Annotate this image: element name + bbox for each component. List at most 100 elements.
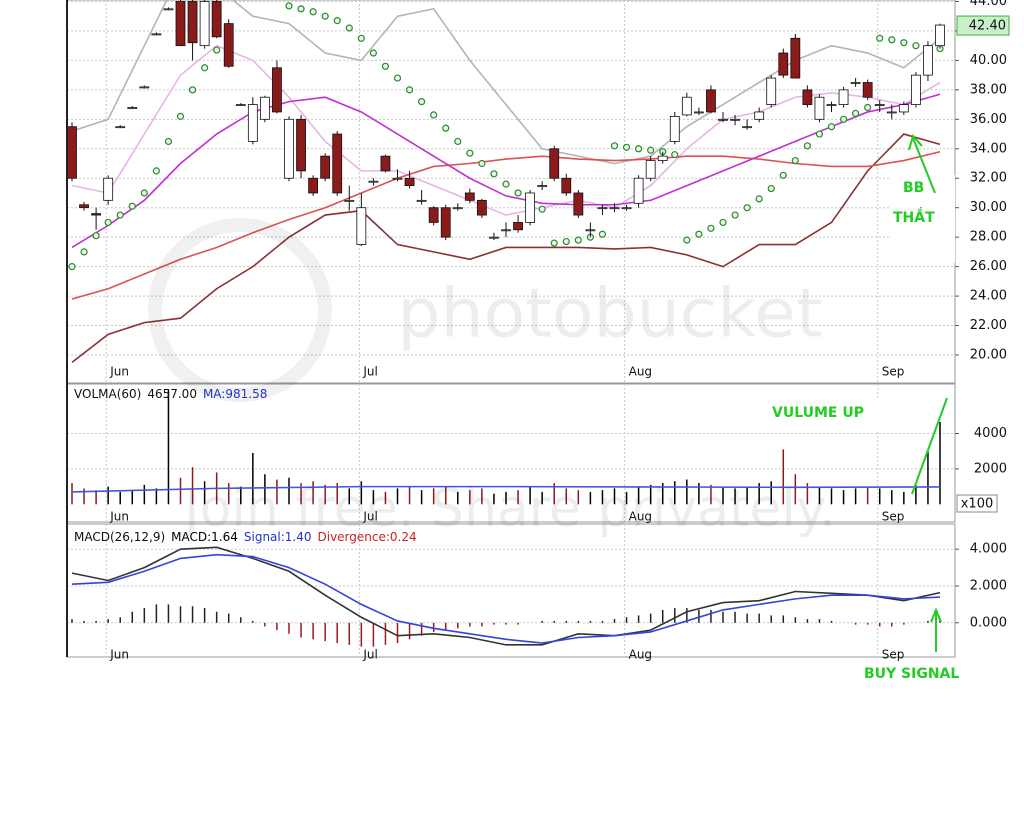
indicator-line <box>71 44 941 216</box>
sar-dot <box>610 142 619 150</box>
readout-name: Divergence: <box>318 530 390 544</box>
candle-body <box>923 45 933 76</box>
candle-body <box>259 96 270 120</box>
candle-body <box>187 1 198 44</box>
sar-dot <box>321 12 329 20</box>
annotation-box <box>768 398 883 432</box>
unit-label: x100 <box>961 497 994 512</box>
sar-dot <box>743 204 751 212</box>
candle-body <box>91 213 102 216</box>
month-label: Jul <box>362 365 377 379</box>
candle-body <box>561 177 572 194</box>
candle-body <box>814 96 825 120</box>
y-tick-label: 2000 <box>974 461 1007 476</box>
annotation-arrow <box>912 137 936 194</box>
last-price-label: 42.40 <box>969 19 1006 34</box>
y-tick-label: 34.00 <box>970 141 1007 156</box>
sar-dot <box>876 34 884 42</box>
candle-body <box>681 96 692 116</box>
sar-dot <box>719 218 727 227</box>
y-tick-label: 0.000 <box>970 615 1007 630</box>
candle-body <box>513 222 523 231</box>
annotation: BB <box>903 180 924 196</box>
candle-body <box>850 82 861 84</box>
candle-body <box>404 177 415 187</box>
candle-body <box>127 107 138 109</box>
indicator-line <box>71 133 941 364</box>
sar-dot <box>466 149 474 157</box>
sar-dot <box>779 171 787 179</box>
candle-body <box>139 86 150 89</box>
macd-title: MACD(26,12,9) <box>74 530 165 544</box>
month-label: Jun <box>109 648 129 662</box>
sar-dot <box>213 46 221 54</box>
sar-dot <box>683 236 691 244</box>
candle-body <box>163 8 174 11</box>
last-price-box <box>956 15 1010 36</box>
annotation-arrow-head <box>908 133 923 151</box>
y-tick-label: 36.00 <box>970 112 1007 127</box>
sar-dot <box>815 130 824 138</box>
candle-body <box>537 185 548 188</box>
macd-plot <box>71 546 941 647</box>
y-tick-label: 2.000 <box>970 578 1007 593</box>
sar-dot <box>791 156 799 165</box>
sar-dot <box>490 170 498 178</box>
sar-dot <box>695 230 703 238</box>
candle-body <box>742 126 753 129</box>
candle-body <box>730 118 740 121</box>
candle-body <box>597 207 608 210</box>
sar-dot <box>405 86 414 94</box>
candle-body <box>67 126 77 179</box>
candle-body <box>296 118 306 172</box>
candle-body <box>175 1 186 47</box>
unit-box <box>956 494 998 513</box>
volume-title: VOLMA(60) <box>74 387 141 401</box>
y-tick-label: 28.00 <box>970 230 1007 245</box>
candle-body <box>368 180 379 183</box>
sar-dot <box>622 143 631 151</box>
candle-body <box>766 77 777 105</box>
sar-dot <box>369 49 377 57</box>
ma-value: 981.58 <box>225 387 267 401</box>
sar-dot <box>140 189 148 197</box>
sar-dot <box>68 263 76 271</box>
month-label: Aug <box>629 510 652 524</box>
y-tick-label: 20.00 <box>970 348 1007 363</box>
candle-body <box>452 207 463 210</box>
candle-body <box>428 207 439 223</box>
sar-dot <box>671 151 679 159</box>
sar-dot <box>188 86 197 94</box>
month-label: Sep <box>882 365 905 379</box>
annotation: BUY SIGNAL <box>864 666 959 682</box>
candle-body <box>693 111 704 114</box>
candle-body <box>573 192 584 216</box>
volume-last: 4657.00 <box>147 387 197 401</box>
candle-body <box>344 199 355 202</box>
candle-body <box>235 104 246 106</box>
candle-body <box>645 160 656 179</box>
candle-body <box>585 229 596 232</box>
candle-body <box>151 33 162 36</box>
candle-body <box>247 104 258 142</box>
sar-dot <box>164 137 173 146</box>
indicator-line <box>71 485 941 493</box>
sar-dot <box>731 211 739 219</box>
sar-dot <box>827 123 836 131</box>
sar-dot <box>201 64 209 72</box>
candle-body <box>621 207 632 210</box>
price-panel <box>66 0 956 384</box>
candle-body <box>525 192 536 223</box>
sar-dot <box>454 137 462 146</box>
plot-layer: 20.00 22.00 24.00 26.00 28.00 30.00 32.00 34.00… <box>67 0 1010 662</box>
y-tick-label: 38.00 <box>970 82 1007 97</box>
sar-dot <box>152 167 160 175</box>
month-label: Aug <box>629 365 652 379</box>
watermark-brand: photobucket <box>397 275 822 354</box>
sar-dot <box>176 112 185 120</box>
sar-dot <box>839 115 848 123</box>
candle-body <box>489 236 499 239</box>
candle-body <box>549 148 560 179</box>
indicator-line <box>71 93 941 249</box>
